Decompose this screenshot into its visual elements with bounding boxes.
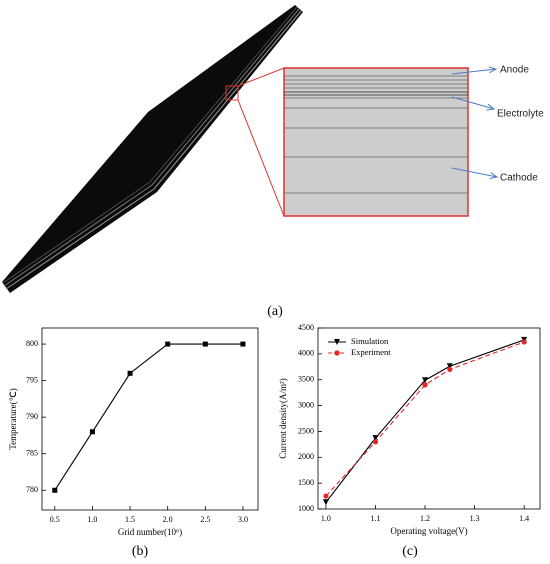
marker <box>447 366 453 372</box>
marker <box>422 382 428 388</box>
x-axis-label: Operating voltage(V) <box>390 526 467 536</box>
marker <box>372 435 379 442</box>
y-tick-label: 1000 <box>298 504 314 513</box>
layer-label: Cathode <box>500 173 538 184</box>
marker <box>89 429 95 435</box>
marker <box>521 339 527 345</box>
zoom-line <box>237 99 285 217</box>
y-tick-label: 790 <box>26 412 38 421</box>
x-tick-label: 1.2 <box>420 514 430 523</box>
marker <box>446 363 453 370</box>
plot-frame <box>317 327 541 510</box>
x-axis-label: Grid number(10⁶) <box>118 527 182 537</box>
marker <box>165 341 171 347</box>
inset <box>283 68 497 217</box>
marker <box>323 493 329 499</box>
zoom-line <box>237 67 285 87</box>
marker <box>322 499 329 506</box>
x-tick-label: 2.5 <box>200 515 210 524</box>
y-tick-label: 2000 <box>298 452 314 461</box>
panel-caption: (b) <box>132 544 149 559</box>
y-tick-label: 2500 <box>298 426 314 435</box>
panel-caption: (c) <box>402 544 418 559</box>
legend-marker <box>334 350 340 356</box>
data-line <box>54 343 243 491</box>
marker <box>52 487 58 493</box>
x-tick-label: 1.3 <box>470 514 480 523</box>
y-axis-label: Current density(A/m²) <box>278 378 288 458</box>
panel-caption: (a) <box>267 304 283 319</box>
slab-model <box>2 5 303 293</box>
y-tick-label: 4500 <box>298 323 314 332</box>
marker <box>202 341 208 347</box>
marker <box>240 341 246 347</box>
marker <box>372 439 379 445</box>
x-tick-label: 2.0 <box>163 515 173 524</box>
data-line <box>325 341 525 497</box>
x-tick-label: 1.0 <box>321 514 331 523</box>
layer-label: Electrolyte <box>497 109 544 120</box>
layer-label: Anode <box>500 65 529 76</box>
x-tick-label: 0.5 <box>50 515 60 524</box>
y-tick-label: 4000 <box>298 349 314 358</box>
y-tick-label: 3500 <box>298 375 314 384</box>
y-tick-label: 3000 <box>298 400 314 409</box>
y-tick-label: 1500 <box>298 478 314 487</box>
legend-marker <box>334 339 340 345</box>
y-tick-label: 800 <box>26 339 38 348</box>
data-line <box>325 339 525 503</box>
legend-label: Experiment <box>351 347 391 357</box>
x-tick-label: 1.1 <box>370 514 380 523</box>
marker <box>127 370 133 376</box>
y-tick-label: 785 <box>26 449 38 458</box>
plot-frame <box>41 327 259 511</box>
x-tick-label: 1.0 <box>87 515 97 524</box>
y-axis-label: Temperature(℃) <box>8 388 18 449</box>
x-tick-label: 3.0 <box>238 515 248 524</box>
legend-label: Simulation <box>351 336 389 346</box>
x-tick-label: 1.5 <box>125 515 135 524</box>
x-tick-label: 1.4 <box>519 514 529 523</box>
y-tick-label: 795 <box>26 375 38 384</box>
y-tick-label: 780 <box>26 485 38 494</box>
marker <box>422 377 429 384</box>
